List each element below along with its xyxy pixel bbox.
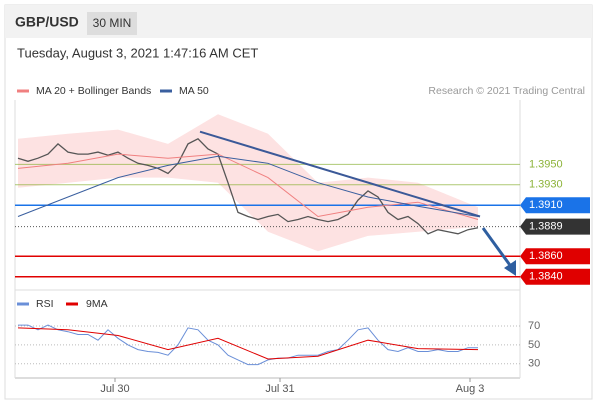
level-label: 1.3950 bbox=[529, 158, 563, 170]
legend-label: 9MA bbox=[86, 298, 108, 310]
timestamp: Tuesday, August 3, 2021 1:47:16 AM CET bbox=[17, 45, 258, 60]
series-line bbox=[18, 324, 478, 366]
level-box bbox=[520, 248, 590, 265]
x-tick-label: Jul 31 bbox=[265, 383, 294, 395]
x-tick-label: Aug 3 bbox=[456, 383, 485, 395]
trend-line bbox=[199, 130, 481, 218]
level-box bbox=[520, 197, 590, 214]
y-tick-label: 70 bbox=[528, 320, 540, 332]
level-label: 1.3860 bbox=[529, 250, 563, 262]
interval: 30 MIN bbox=[93, 16, 132, 30]
price-line bbox=[17, 138, 479, 235]
y-tick-label: 30 bbox=[528, 358, 540, 370]
level-label: 1.3889 bbox=[529, 221, 563, 233]
credit: Research © 2021 Trading Central bbox=[428, 85, 585, 97]
x-tick-label: Jul 30 bbox=[100, 383, 129, 395]
level-label: 1.3930 bbox=[529, 179, 563, 191]
legend-label: MA 50 bbox=[179, 85, 209, 97]
series-line bbox=[17, 327, 479, 360]
level-box bbox=[520, 268, 590, 285]
interval-box bbox=[87, 12, 137, 35]
y-tick-label: 50 bbox=[528, 339, 540, 351]
series-line bbox=[17, 153, 479, 220]
series-line bbox=[17, 155, 479, 217]
forecast-arrow bbox=[481, 227, 514, 269]
legend-label: MA 20 + Bollinger Bands bbox=[36, 85, 151, 97]
level-label: 1.3910 bbox=[529, 199, 563, 211]
bollinger-band bbox=[18, 114, 478, 252]
level-label: 1.3840 bbox=[529, 271, 563, 283]
symbol: GBP/USD bbox=[15, 14, 79, 30]
level-box bbox=[520, 218, 590, 235]
legend-label: RSI bbox=[36, 298, 54, 310]
forecast-arrowhead bbox=[504, 260, 516, 276]
